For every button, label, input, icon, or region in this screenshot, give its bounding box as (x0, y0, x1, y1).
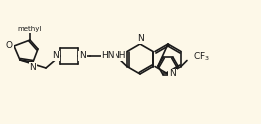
Text: N: N (137, 34, 143, 43)
Text: NH: NH (112, 51, 126, 61)
Text: HN: HN (102, 51, 115, 61)
Text: N: N (30, 63, 36, 72)
Text: O: O (6, 42, 13, 50)
Text: N: N (169, 69, 176, 78)
Text: N: N (79, 51, 86, 61)
Text: CF$_3$: CF$_3$ (193, 50, 210, 63)
Text: methyl: methyl (18, 26, 42, 32)
Text: N: N (52, 51, 59, 61)
